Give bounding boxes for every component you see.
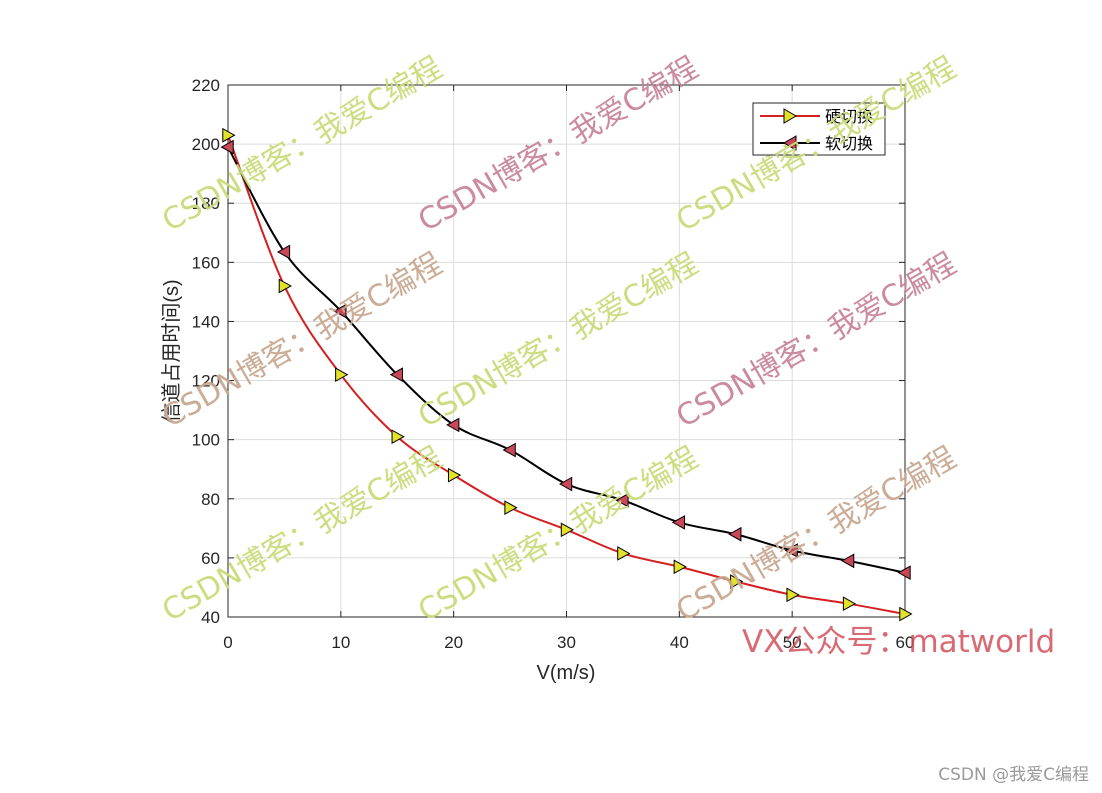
y-tick-label: 140	[192, 312, 220, 331]
x-tick-label: 10	[331, 633, 350, 652]
hard-handoff-data-point	[447, 467, 462, 483]
soft-handoff-data-point	[276, 244, 291, 260]
hard-handoff-data-point	[617, 546, 631, 561]
y-tick-label: 160	[192, 253, 220, 272]
hard-handoff-data-point	[278, 278, 292, 294]
y-tick-label: 180	[192, 194, 220, 213]
soft-handoff-data-point	[333, 303, 347, 319]
hard-handoff-data-point	[222, 127, 236, 143]
x-tick-label: 50	[783, 633, 802, 652]
soft-handoff-data-point	[389, 367, 403, 382]
y-axis-label: 信道占用时间(s)	[160, 279, 183, 422]
soft-handoff-data-point	[220, 139, 234, 155]
hard-handoff-data-point	[504, 500, 518, 515]
hard-handoff-series-line	[227, 134, 906, 616]
x-tick-label: 40	[670, 633, 689, 652]
soft-handoff-data-point	[841, 553, 855, 569]
soft-handoff-data-point	[446, 417, 460, 433]
x-axis-label: V(m/s)	[537, 662, 596, 684]
legend-marker-soft	[783, 135, 797, 151]
hard-handoff-data-point	[560, 522, 575, 538]
hard-handoff-data-point	[391, 429, 405, 445]
y-tick-label: 100	[192, 431, 220, 450]
hard-handoff-data-point	[335, 367, 349, 382]
soft-handoff-data-point	[897, 565, 911, 581]
legend-box	[752, 102, 886, 156]
legend-marker-hard	[783, 108, 797, 124]
x-tick-label: 20	[444, 633, 463, 652]
y-tick-label: 80	[201, 490, 220, 509]
credit-text: CSDN @我爱C编程	[938, 765, 1089, 785]
x-tick-label: 30	[557, 633, 576, 652]
legend-label-hard: 硬切换	[825, 107, 873, 126]
y-tick-label: 220	[192, 76, 220, 95]
y-tick-label: 60	[201, 549, 220, 568]
watermark-vx: VX公众号：matworld	[742, 624, 1055, 660]
y-tick-label: 200	[192, 135, 220, 154]
hard-handoff-data-point	[842, 596, 857, 612]
legend: 硬切换 软切换	[752, 102, 886, 156]
soft-handoff-data-point	[615, 492, 629, 508]
hard-handoff-data-point	[730, 574, 744, 589]
x-axis-ticks: 0 10 20 30 40 50 60	[223, 85, 914, 652]
y-tick-label: 120	[192, 372, 220, 391]
soft-handoff-data-point	[502, 442, 516, 458]
x-tick-label: 0	[223, 633, 232, 652]
legend-label-soft: 软切换	[825, 134, 873, 153]
soft-handoff-data-point	[671, 515, 686, 530]
soft-handoff-data-point	[728, 526, 742, 542]
soft-handoff-data-point	[558, 476, 573, 492]
y-tick-label: 40	[201, 608, 220, 627]
grid-lines	[228, 85, 905, 617]
hard-handoff-data-point	[786, 587, 800, 603]
hard-handoff-data-point	[673, 559, 687, 575]
series-layer	[220, 127, 913, 622]
hard-handoff-data-point	[899, 606, 913, 622]
soft-handoff-data-point	[784, 543, 798, 558]
x-tick-label: 60	[896, 633, 915, 652]
